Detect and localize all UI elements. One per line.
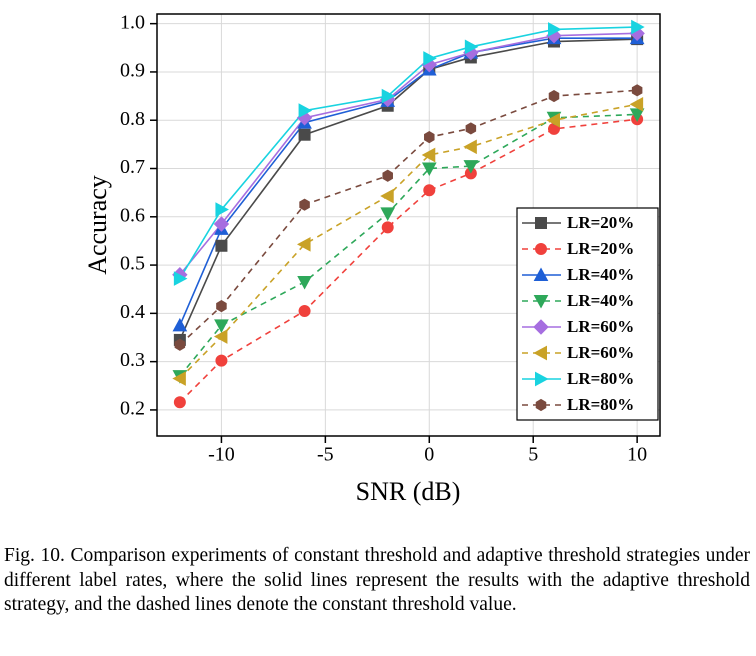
y-tick-label: 0.8 xyxy=(120,108,145,130)
legend-marker xyxy=(535,371,549,387)
legend-label: LR=20% xyxy=(567,239,634,258)
marker xyxy=(216,300,227,313)
marker xyxy=(173,271,188,286)
marker xyxy=(174,338,186,351)
marker xyxy=(423,51,437,66)
marker xyxy=(380,207,396,221)
plot-frame xyxy=(156,13,661,437)
marker xyxy=(629,96,644,112)
series-line xyxy=(179,32,638,276)
marker xyxy=(421,147,436,163)
x-tick-label: -10 xyxy=(208,444,235,466)
marker xyxy=(214,319,229,333)
marker xyxy=(381,221,394,234)
marker xyxy=(631,84,643,97)
marker xyxy=(548,90,560,103)
x-axis-label: SNR (dB) xyxy=(356,477,461,506)
marker xyxy=(215,354,228,367)
legend-label: LR=60% xyxy=(567,317,634,336)
x-tick-label: 5 xyxy=(528,444,538,466)
legend-marker xyxy=(533,345,547,361)
marker xyxy=(423,184,436,197)
x-tick-label: 0 xyxy=(424,444,434,466)
marker xyxy=(464,39,479,55)
series-line xyxy=(179,37,638,326)
series-line xyxy=(179,26,638,280)
caption: Fig. 10. Comparison experiments of const… xyxy=(4,545,750,616)
marker xyxy=(297,275,312,290)
marker xyxy=(298,103,313,118)
y-tick-label: 0.2 xyxy=(120,398,145,420)
marker xyxy=(215,239,228,252)
legend-marker xyxy=(535,243,547,255)
marker xyxy=(380,188,394,204)
legend-label: LR=80% xyxy=(567,395,634,414)
marker xyxy=(631,19,645,35)
marker xyxy=(297,236,311,252)
marker xyxy=(463,160,479,174)
legend-label: LR=80% xyxy=(567,369,634,388)
y-tick-label: 0.4 xyxy=(120,301,145,323)
marker xyxy=(173,396,186,409)
y-tick-label: 0.7 xyxy=(120,156,145,178)
series-line xyxy=(179,38,638,341)
series-line xyxy=(179,89,638,346)
marker xyxy=(629,108,645,122)
marker xyxy=(298,128,311,141)
x-tick-label: 10 xyxy=(627,444,647,466)
y-tick-label: 0.3 xyxy=(120,349,145,371)
y-tick-label: 0.5 xyxy=(120,253,145,275)
marker xyxy=(213,216,230,232)
marker xyxy=(172,371,186,386)
legend-marker xyxy=(535,398,547,412)
marker xyxy=(213,329,228,344)
legend-label: LR=60% xyxy=(567,343,634,362)
y-tick-label: 0.6 xyxy=(120,204,145,226)
chart: SNR (dB) Accuracy 0.2 0.3 0.4 0.5 0.6 0.7 0.8 0… xyxy=(83,11,661,506)
legend-label: LR=40% xyxy=(567,291,634,310)
y-tick-label: 1.0 xyxy=(120,11,145,33)
marker xyxy=(299,198,310,211)
legend-marker xyxy=(535,217,547,229)
marker xyxy=(463,139,477,155)
marker xyxy=(424,131,435,144)
legend-marker xyxy=(533,267,549,281)
legend-marker xyxy=(533,295,549,309)
legend-label: LR=20% xyxy=(567,213,634,232)
marker xyxy=(465,122,477,135)
marker xyxy=(298,304,311,317)
series-line xyxy=(179,103,638,380)
marker xyxy=(382,169,393,182)
y-tick-label: 0.9 xyxy=(120,60,145,82)
marker xyxy=(215,202,229,217)
legend-label: LR=40% xyxy=(567,265,634,284)
x-tick-label: -5 xyxy=(317,444,334,466)
marker xyxy=(421,162,437,177)
series-line xyxy=(179,113,638,377)
series-line xyxy=(179,118,638,403)
marker xyxy=(172,317,188,332)
legend-marker xyxy=(533,319,549,335)
marker xyxy=(381,88,396,104)
y-axis-label: Accuracy xyxy=(83,175,112,275)
marker xyxy=(547,22,562,37)
marker xyxy=(546,112,560,128)
